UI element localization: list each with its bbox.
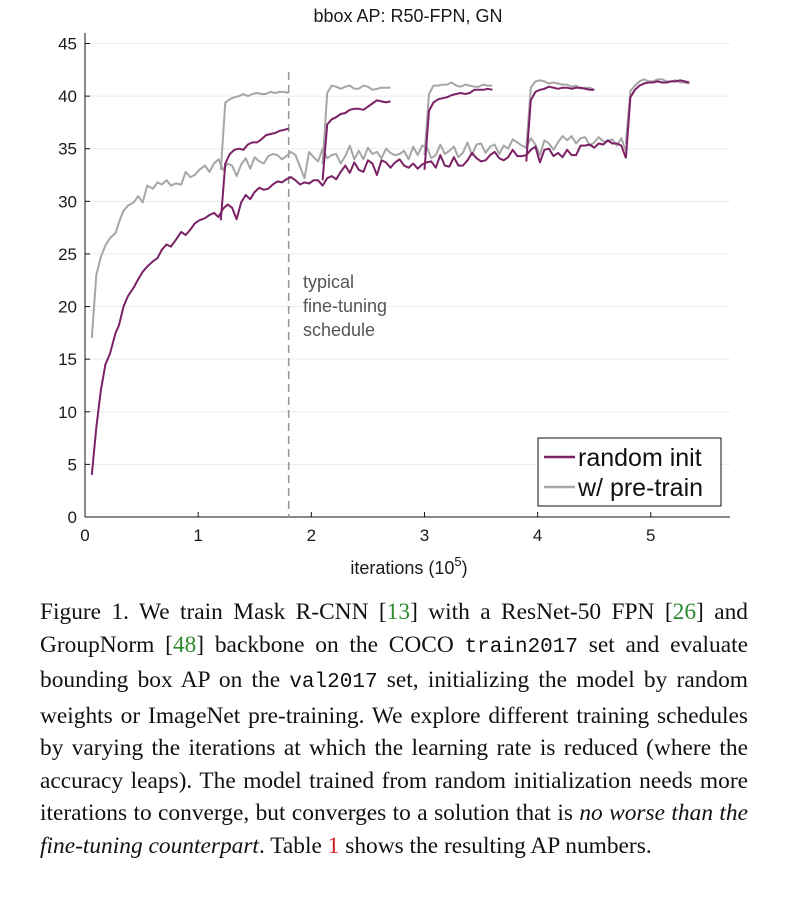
x-tick-label-5: 5 <box>646 526 655 545</box>
x-tick-label-2: 2 <box>307 526 316 545</box>
citation-link-13[interactable]: 13 <box>386 599 411 625</box>
y-tick-label-45: 45 <box>58 35 77 54</box>
grid <box>85 43 730 465</box>
chart-title: bbox AP: R50-FPN, GN <box>313 6 502 26</box>
legend-label-random-init: random init <box>578 444 702 472</box>
x-tick-label-3: 3 <box>420 526 429 545</box>
series-pretrain-segment-2 <box>321 84 391 165</box>
chart: bbox AP: R50-FPN, GN 051015202530354045 … <box>58 6 730 578</box>
series-random-init-segment-5 <box>624 79 690 159</box>
y-tick-label-5: 5 <box>68 455 77 474</box>
legend-label-pretrain: w/ pre-train <box>577 474 703 502</box>
citation-link-26[interactable]: 26 <box>672 599 697 625</box>
y-tick-label-20: 20 <box>58 298 77 317</box>
series-pretrain-segment-3 <box>423 81 493 156</box>
caption-text-1: Figure 1. We train Mask R-CNN [ <box>40 599 387 625</box>
series-pretrain-segment-1 <box>219 90 289 170</box>
y-ticks: 0 5 10 15 20 25 30 35 40 45 <box>58 35 90 527</box>
x-axis-label: iterations (105) <box>350 554 467 578</box>
caption-emphasis: no worse than the fine-tuning counterpar… <box>40 800 748 859</box>
y-tick-label-10: 10 <box>58 403 77 422</box>
y-tick-label-30: 30 <box>58 192 77 211</box>
series-pretrain-segment-5 <box>624 78 690 144</box>
legend-box <box>537 437 722 507</box>
y-tick-label-25: 25 <box>58 245 77 264</box>
series-pretrain-segment-0 <box>90 135 627 339</box>
caption-text-4: ] backbone on the COCO <box>196 631 465 658</box>
series-random-init-segment-4 <box>525 85 595 162</box>
y-tick-label-15: 15 <box>58 350 77 369</box>
legend: random init w/ pre-train <box>537 437 722 507</box>
y-tick-label-35: 35 <box>58 140 77 159</box>
series-random-init <box>90 79 690 475</box>
caption-text-3: ] and GroupNorm [ <box>40 599 748 658</box>
series-random-init-segment-2 <box>321 99 391 181</box>
axes <box>84 33 730 518</box>
caption-text-5: set and evaluate bounding box AP on the <box>40 631 748 694</box>
table-link-1[interactable]: 1 <box>327 832 340 859</box>
figure-caption: Figure 1. We train Mask R-CNN [13] with … <box>40 596 748 862</box>
x-tick-label-0: 0 <box>80 526 89 545</box>
x-tick-label-4: 4 <box>533 526 542 545</box>
x-tick-label-1: 1 <box>193 526 202 545</box>
series-random-init-segment-3 <box>423 87 493 170</box>
y-tick-label-0: 0 <box>68 508 77 527</box>
x-axis-label-text: iterations (10 <box>350 558 454 578</box>
annotation-line-3: schedule <box>303 320 375 340</box>
x-ticks: 0 1 2 3 4 5 <box>80 512 656 545</box>
annotation-line-1: typical <box>303 272 354 292</box>
y-tick-label-40: 40 <box>58 87 77 106</box>
caption-code-train2017: train2017 <box>464 635 578 659</box>
caption-code-val2017: val2017 <box>289 671 378 694</box>
x-axis-label-exponent: 5 <box>454 554 461 569</box>
x-axis-label-close: ) <box>462 558 468 578</box>
caption-text-8: shows the resulting AP numbers. <box>339 832 652 859</box>
caption-text-2: ] with a ResNet-50 FPN [ <box>410 599 673 625</box>
annotation-line-2: fine-tuning <box>303 296 387 316</box>
citation-link-48[interactable]: 48 <box>172 631 197 658</box>
series-random-init-segment-0 <box>90 139 627 475</box>
series-random-init-segment-1 <box>219 127 289 221</box>
caption-text-6: set, initializing the model by random we… <box>40 667 748 826</box>
series-pretrain <box>90 78 690 339</box>
caption-text-7: . Table <box>258 832 328 859</box>
